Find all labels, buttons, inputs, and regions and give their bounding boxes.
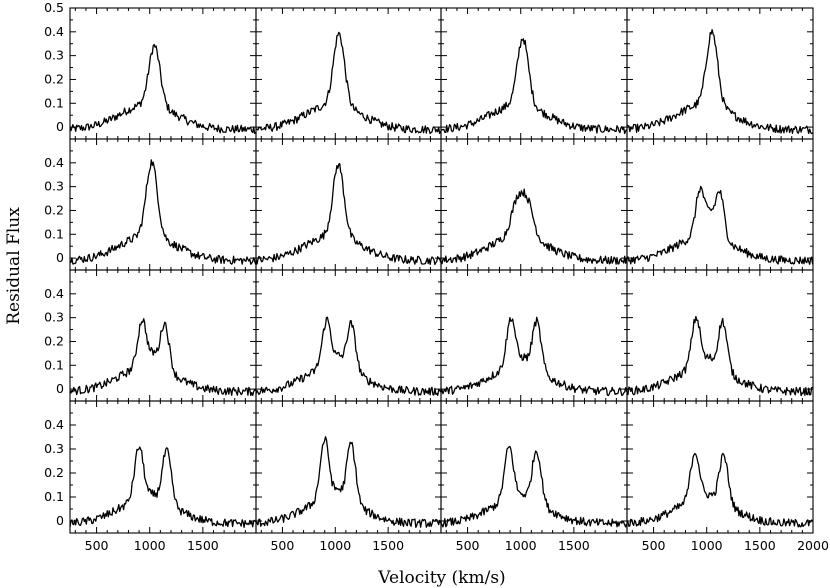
x-tick-label: 1500 xyxy=(558,538,590,553)
profile-line xyxy=(69,43,257,135)
panel-r3-c1: 0 0.1 0.2 0.3 0.4 xyxy=(44,269,257,402)
panel-r4-c1: 0 0.1 0.2 0.3 0.4 500 1000 1500 xyxy=(44,400,257,553)
y-tick-label: 0.3 xyxy=(44,179,64,194)
panel-frame xyxy=(440,400,628,534)
profile-line xyxy=(626,185,814,265)
panel-frame xyxy=(440,138,628,271)
profile-line xyxy=(626,315,813,397)
panel-r2-c4 xyxy=(626,138,814,271)
panel-r3-c3 xyxy=(440,269,628,402)
x-tick-label: 500 xyxy=(270,538,294,553)
y-tick-label: 0.2 xyxy=(44,202,64,217)
panel-r1-c3 xyxy=(440,7,628,140)
x-tick-label: 2000 xyxy=(797,538,829,553)
panel-frame xyxy=(626,7,814,140)
y-tick-label: 0.3 xyxy=(44,441,64,456)
profile-line xyxy=(440,188,628,265)
panel-r1-c4 xyxy=(626,7,814,140)
y-tick-label: 0.1 xyxy=(44,226,64,241)
y-tick-label: 0 xyxy=(56,119,64,134)
x-tick-label: 1000 xyxy=(319,538,351,553)
y-tick-label: 0.3 xyxy=(44,310,64,325)
x-tick-label: 1500 xyxy=(744,538,776,553)
panel-grid: 00.10.20.30.40.500.10.20.30.400.10.20.30… xyxy=(44,0,829,553)
y-tick-label: 0.1 xyxy=(44,357,64,372)
y-tick-label: 0.1 xyxy=(44,489,64,504)
profile-line xyxy=(255,162,442,266)
profile-line xyxy=(69,318,257,397)
y-tick-label: 0.2 xyxy=(44,465,64,480)
panel-r2-c1: 0 0.1 0.2 0.3 0.4 xyxy=(44,138,257,271)
profile-line xyxy=(255,31,442,135)
panel-frame xyxy=(255,7,442,140)
y-tick-label: 0.4 xyxy=(44,24,64,39)
x-tick-label: 1500 xyxy=(372,538,404,553)
x-tick-label: 500 xyxy=(642,538,666,553)
panel-r1-c2 xyxy=(255,7,442,140)
panel-frame xyxy=(69,7,257,140)
y-tick-label: 0.4 xyxy=(44,417,64,432)
y-tick-label: 0 xyxy=(56,381,64,396)
x-tick-label: 1000 xyxy=(691,538,723,553)
panel-frame xyxy=(440,269,628,402)
profile-line xyxy=(626,29,813,135)
profile-line xyxy=(626,452,814,528)
panel-frame xyxy=(69,138,257,271)
panel-r1-c1: 0 0.1 0.2 0.3 0.4 0.5 xyxy=(44,0,257,140)
y-tick-label: 0.2 xyxy=(44,71,64,86)
axis-labels: Residual Flux Velocity (km/s) xyxy=(4,207,506,588)
panel-r2-c2 xyxy=(255,138,442,271)
y-tick-label: 0 xyxy=(56,250,64,265)
y-tick-label: 0.2 xyxy=(44,333,64,348)
profile-line xyxy=(69,159,257,265)
y-tick-label: 0.5 xyxy=(44,0,64,15)
x-tick-label: 1500 xyxy=(187,538,219,553)
panel-frame xyxy=(626,400,814,534)
x-axis-title: Velocity (km/s) xyxy=(377,568,505,588)
y-tick-label: 0 xyxy=(56,513,64,528)
y-tick-label: 0.4 xyxy=(44,286,64,301)
y-tick-label: 0.1 xyxy=(44,95,64,110)
profile-line xyxy=(440,316,628,397)
x-tick-label: 500 xyxy=(85,538,109,553)
panel-r3-c2 xyxy=(255,269,442,402)
profile-line xyxy=(255,436,442,528)
profile-line xyxy=(440,445,628,528)
panel-r4-c2: 500 1000 1500 xyxy=(255,400,442,553)
x-tick-label: 1000 xyxy=(134,538,166,553)
y-axis-title: Residual Flux xyxy=(4,207,24,325)
profile-line xyxy=(255,316,442,397)
panel-frame xyxy=(255,138,442,271)
profile-line xyxy=(440,38,628,135)
panel-frame xyxy=(69,269,257,402)
panel-r3-c4 xyxy=(626,269,814,402)
x-tick-label: 500 xyxy=(456,538,480,553)
panel-frame xyxy=(255,400,442,534)
y-tick-label: 0.4 xyxy=(44,155,64,170)
x-tick-label: 1000 xyxy=(505,538,537,553)
panel-frame xyxy=(626,138,814,271)
y-tick-label: 0.3 xyxy=(44,48,64,63)
panel-frame xyxy=(626,269,814,402)
panel-r4-c3: 500 1000 1500 xyxy=(440,400,628,553)
panel-r2-c3 xyxy=(440,138,628,271)
profile-line xyxy=(69,446,257,528)
panel-frame xyxy=(440,7,628,140)
panel-r4-c4: 500 1000 1500 2000 xyxy=(626,400,829,553)
